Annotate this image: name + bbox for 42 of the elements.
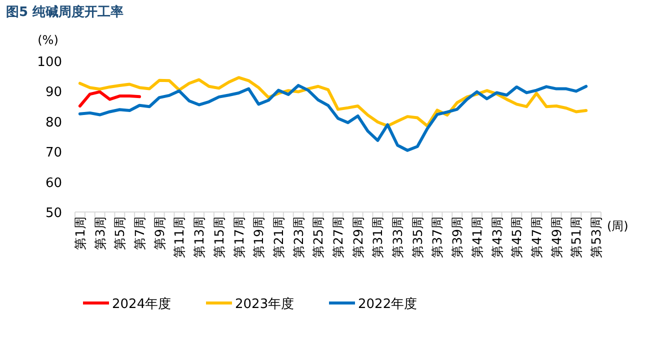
x-tick-label: 第35周 (410, 216, 425, 258)
x-tick-label: 第15周 (211, 216, 226, 258)
x-tick-label: 第9周 (152, 216, 167, 250)
x-tick-label: 第27周 (330, 216, 346, 258)
line-series (78, 76, 588, 128)
x-axis-title: (周) (607, 219, 628, 233)
line-series (78, 84, 588, 152)
x-tick-label: 第49周 (548, 216, 564, 258)
x-tick-label: 第53周 (588, 216, 604, 258)
chart-title: 图5 纯碱周度开工率 (6, 4, 124, 20)
x-tick-label: 第45周 (509, 216, 524, 258)
x-tick-label: 第1周 (72, 216, 88, 250)
x-tick-label: 第17周 (231, 216, 246, 258)
x-tick-label: 第43周 (489, 216, 504, 258)
line-series (78, 90, 142, 108)
x-tick-label: 第39周 (450, 216, 465, 258)
x-tick-label: 第19周 (251, 216, 266, 258)
x-tick-label: 第29周 (350, 216, 366, 258)
x-tick-label: 第41周 (469, 216, 484, 258)
legend-label: 2024年度 (112, 296, 172, 312)
x-tick-label: 第5周 (112, 216, 128, 250)
x-tick-label: 第7周 (132, 216, 148, 250)
x-tick-label: 第21周 (270, 216, 286, 258)
x-tick-label: 第31周 (370, 216, 386, 258)
y-axis-title: (%) (38, 33, 58, 47)
y-tick-label: 60 (45, 176, 62, 191)
y-tick-label: 70 (45, 146, 62, 161)
x-tick-label: 第51周 (568, 216, 584, 258)
x-tick-label: 第23周 (290, 216, 306, 258)
x-tick-label: 第47周 (528, 216, 544, 258)
x-tick-label: 第37周 (430, 216, 445, 258)
x-tick-label: 第25周 (310, 216, 326, 258)
y-tick-label: 100 (37, 55, 62, 70)
x-tick-label: 第33周 (390, 216, 406, 258)
y-tick-label: 50 (45, 206, 62, 221)
x-tick-label: 第11周 (172, 216, 187, 258)
x-tick-label: 第3周 (92, 216, 108, 250)
x-tick-label: 第13周 (192, 216, 207, 258)
y-tick-label: 90 (45, 85, 62, 100)
y-tick-label: 80 (45, 115, 62, 130)
legend-label: 2023年度 (235, 296, 294, 312)
legend-label: 2022年度 (358, 296, 418, 312)
